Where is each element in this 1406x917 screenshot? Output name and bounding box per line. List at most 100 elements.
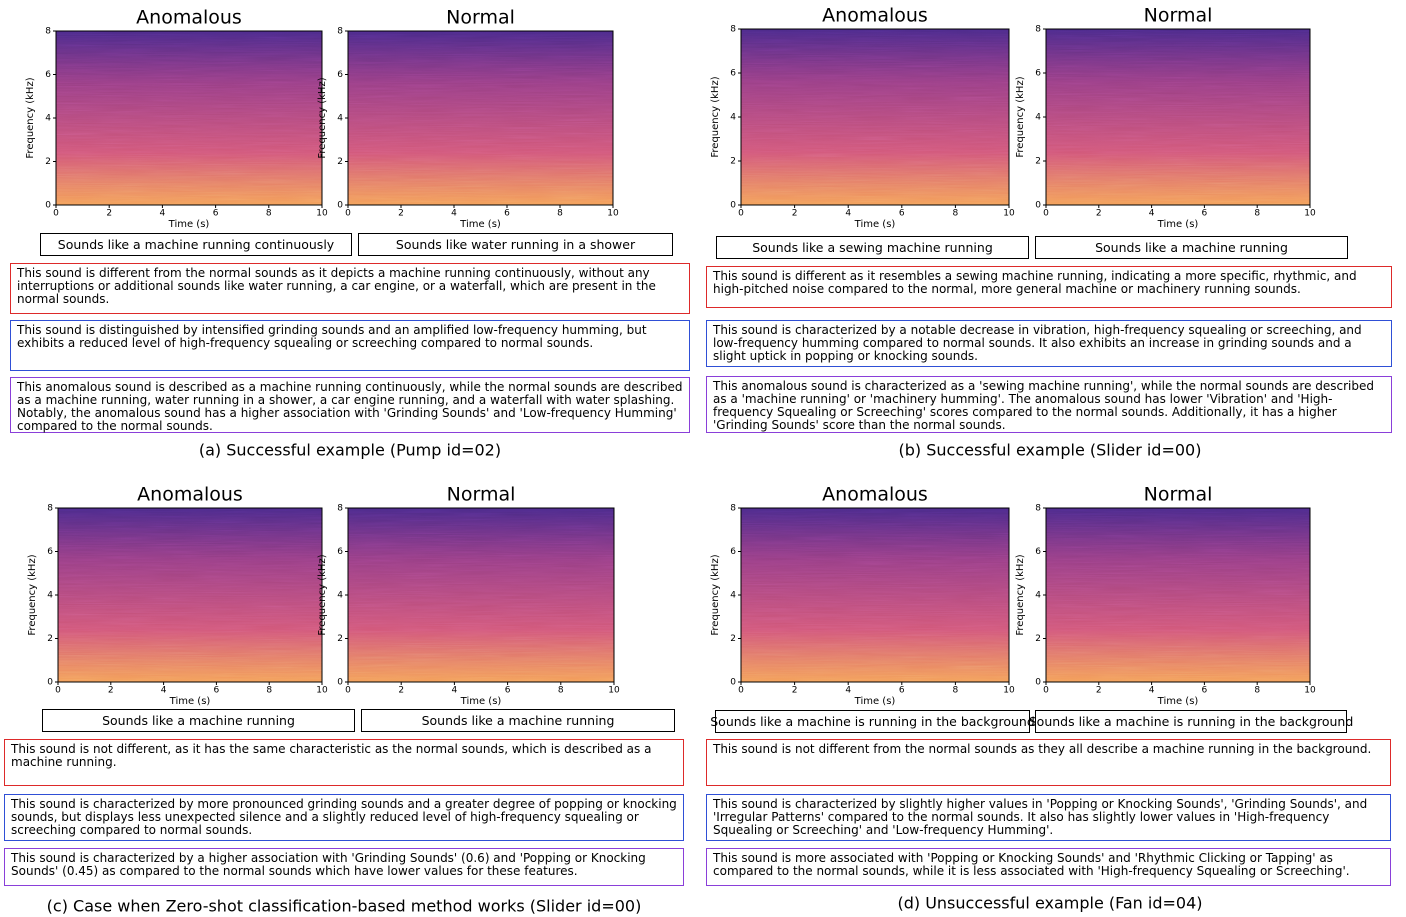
- sound-description: Sounds like a machine is running in the …: [710, 710, 1035, 733]
- panel-caption: (a) Successful example (Pump id=02): [199, 441, 501, 460]
- y-tick-label: 0: [730, 201, 736, 211]
- x-tick-label: 4: [1149, 209, 1155, 219]
- explanation-box: This sound is distinguished by intensifi…: [10, 320, 690, 371]
- x-tick-label: 2: [108, 686, 114, 696]
- x-axis-label: Time (s): [1157, 696, 1199, 707]
- x-tick-label: 4: [161, 686, 167, 696]
- y-tick-label: 6: [730, 69, 736, 79]
- x-tick-label: 8: [558, 686, 564, 696]
- y-axis-label: Frequency (kHz): [710, 76, 721, 157]
- y-tick-label: 8: [47, 504, 53, 514]
- sound-description: Sounds like water running in a shower: [358, 233, 673, 256]
- x-tick-label: 2: [398, 209, 404, 219]
- y-tick-label: 8: [730, 25, 736, 35]
- panel-caption: (b) Successful example (Slider id=00): [899, 441, 1202, 460]
- x-axis-label: Time (s): [169, 696, 211, 707]
- explanation-box: This sound is different as it resembles …: [706, 266, 1392, 308]
- y-tick-label: 4: [730, 591, 736, 601]
- explanation-box: This sound is not different, as it has t…: [4, 739, 684, 786]
- sound-description: Sounds like a machine running continuous…: [40, 233, 352, 256]
- y-tick-label: 6: [47, 547, 53, 557]
- x-tick-label: 4: [160, 209, 166, 219]
- x-tick-label: 2: [1096, 686, 1102, 696]
- x-tick-label: 4: [452, 686, 458, 696]
- y-tick-label: 8: [337, 504, 343, 514]
- x-axis-label: Time (s): [168, 219, 210, 230]
- explanation-box: This anomalous sound is characterized as…: [706, 376, 1392, 433]
- x-tick-label: 10: [1003, 686, 1015, 696]
- x-tick-label: 4: [1149, 686, 1155, 696]
- spectrogram-title: Anomalous: [137, 484, 243, 506]
- x-tick-label: 0: [345, 209, 351, 219]
- panel-caption: (c) Case when Zero-shot classification-b…: [47, 897, 642, 916]
- spectrogram-title: Normal: [446, 7, 515, 29]
- spectrogram-noise: [56, 31, 322, 205]
- x-tick-label: 6: [214, 686, 220, 696]
- x-tick-label: 2: [792, 209, 798, 219]
- y-tick-label: 6: [337, 70, 343, 80]
- sound-description: Sounds like a machine running: [1035, 236, 1348, 259]
- panel-caption: (d) Unsuccessful example (Fan id=04): [897, 894, 1202, 913]
- y-tick-label: 2: [730, 157, 736, 167]
- x-tick-label: 0: [738, 686, 744, 696]
- x-axis-label: Time (s): [460, 696, 502, 707]
- y-tick-label: 6: [730, 547, 736, 557]
- y-tick-label: 0: [337, 678, 343, 688]
- y-tick-label: 8: [1035, 25, 1041, 35]
- spectrogram-noise: [741, 508, 1009, 682]
- x-tick-label: 10: [607, 209, 619, 219]
- sound-description: Sounds like a machine is running in the …: [1029, 710, 1353, 733]
- x-tick-label: 2: [398, 686, 404, 696]
- x-tick-label: 8: [953, 209, 959, 219]
- sound-description: Sounds like a machine running: [361, 709, 675, 732]
- spectrogram-title: Anomalous: [822, 484, 928, 506]
- y-axis-label: Frequency (kHz): [1015, 554, 1026, 635]
- y-tick-label: 4: [337, 114, 343, 124]
- y-tick-label: 2: [45, 157, 51, 167]
- x-tick-label: 10: [316, 686, 328, 696]
- y-tick-label: 8: [337, 27, 343, 37]
- x-tick-label: 2: [1096, 209, 1102, 219]
- explanation-box: This sound is more associated with 'Popp…: [706, 848, 1391, 886]
- y-tick-label: 0: [45, 201, 51, 211]
- x-tick-label: 4: [845, 209, 851, 219]
- y-tick-label: 0: [1035, 678, 1041, 688]
- x-axis-label: Time (s): [1157, 219, 1199, 230]
- y-tick-label: 8: [730, 504, 736, 514]
- y-tick-label: 2: [1035, 634, 1041, 644]
- explanation-box: This anomalous sound is described as a m…: [10, 377, 690, 433]
- y-tick-label: 2: [730, 634, 736, 644]
- explanation-box: This sound is characterized by a notable…: [706, 320, 1392, 367]
- x-tick-label: 0: [55, 686, 61, 696]
- x-tick-label: 8: [1254, 209, 1260, 219]
- spectrogram-title: Anomalous: [822, 5, 928, 27]
- x-tick-label: 8: [557, 209, 563, 219]
- y-tick-label: 8: [45, 27, 51, 37]
- y-tick-label: 4: [47, 591, 53, 601]
- x-tick-label: 0: [53, 209, 59, 219]
- y-axis-label: Frequency (kHz): [317, 77, 328, 158]
- y-axis-label: Frequency (kHz): [710, 554, 721, 635]
- spectrogram-noise: [741, 29, 1009, 205]
- y-axis-label: Frequency (kHz): [1015, 76, 1026, 157]
- spectrogram-noise: [348, 31, 613, 205]
- x-axis-label: Time (s): [854, 696, 896, 707]
- x-tick-label: 0: [738, 209, 744, 219]
- x-tick-label: 8: [266, 209, 272, 219]
- x-tick-label: 0: [345, 686, 351, 696]
- x-tick-label: 6: [505, 686, 511, 696]
- y-tick-label: 6: [1035, 69, 1041, 79]
- y-tick-label: 2: [337, 157, 343, 167]
- x-tick-label: 10: [608, 686, 620, 696]
- explanation-box: This sound is not different from the nor…: [706, 739, 1391, 786]
- y-tick-label: 0: [730, 678, 736, 688]
- x-tick-label: 6: [213, 209, 219, 219]
- y-axis-label: Frequency (kHz): [317, 554, 328, 635]
- y-tick-label: 8: [1035, 504, 1041, 514]
- x-tick-label: 0: [1043, 686, 1049, 696]
- explanation-box: This sound is different from the normal …: [10, 263, 690, 314]
- y-tick-label: 2: [47, 634, 53, 644]
- x-tick-label: 6: [899, 686, 905, 696]
- y-tick-label: 2: [337, 634, 343, 644]
